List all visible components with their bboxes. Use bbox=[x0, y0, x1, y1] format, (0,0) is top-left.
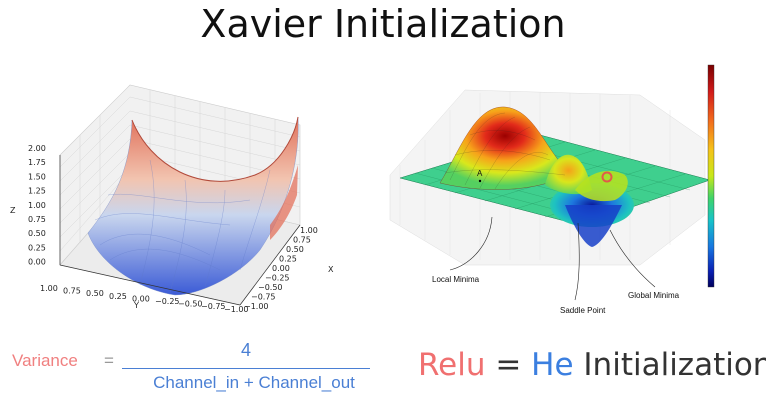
relu-text: Relu bbox=[418, 347, 486, 383]
x-tick-label: 1.00 bbox=[300, 226, 318, 235]
fraction-bar bbox=[122, 368, 370, 369]
colorbar bbox=[707, 64, 715, 288]
y-tick-label: −0.75 bbox=[201, 302, 226, 311]
loss-landscape-plot: A Local Minima Saddle Point Global Minim… bbox=[389, 64, 715, 315]
z-tick-label: 0.00 bbox=[28, 258, 46, 267]
y-tick-label: 0.00 bbox=[132, 294, 150, 303]
y-tick-label: −0.25 bbox=[155, 297, 180, 306]
y-tick-label: 0.75 bbox=[63, 287, 81, 296]
y-tick-label: −0.50 bbox=[178, 300, 203, 309]
equals-sign: = bbox=[104, 351, 114, 370]
x-tick-label: 0.75 bbox=[293, 236, 311, 245]
z-tick-label: 1.00 bbox=[28, 201, 46, 210]
x-tick-label: 0.00 bbox=[272, 264, 290, 273]
y-axis-label: Y bbox=[133, 301, 139, 310]
y-tick-label: 0.25 bbox=[109, 292, 127, 301]
x-tick-label: 0.50 bbox=[286, 245, 304, 254]
z-tick-label: 0.75 bbox=[28, 215, 46, 224]
z-tick-label: 0.50 bbox=[28, 229, 46, 238]
fraction-denominator: Channel_in + Channel_out bbox=[153, 373, 355, 392]
y-tick-label: 0.50 bbox=[86, 289, 104, 298]
z-tick-label: 0.25 bbox=[28, 243, 46, 252]
paraboloid-surface-plot: 2.001.751.501.251.000.750.500.250.00 Z 1… bbox=[10, 84, 334, 314]
he-text: He bbox=[531, 347, 574, 383]
z-axis-label: Z bbox=[10, 206, 16, 215]
x-tick-label: −1.00 bbox=[244, 302, 269, 311]
fraction-numerator: 4 bbox=[240, 340, 251, 360]
y-tick-label: 1.00 bbox=[40, 284, 58, 293]
z-tick-label: 1.75 bbox=[28, 158, 46, 167]
page-title: Xavier Initialization bbox=[200, 2, 566, 46]
x-axis-label: X bbox=[328, 265, 334, 274]
variance-label: Variance bbox=[12, 351, 78, 370]
z-tick-label: 1.50 bbox=[28, 172, 46, 181]
x-tick-label: −0.75 bbox=[251, 293, 276, 302]
global-minima-annotation: Global Minima bbox=[628, 291, 680, 300]
initialization-text: Initialization bbox=[573, 347, 766, 383]
x-tick-label: −0.25 bbox=[265, 274, 290, 283]
y-tick-label: −1.00 bbox=[224, 305, 249, 314]
saddle-point-annotation: Saddle Point bbox=[560, 306, 606, 315]
x-tick-label: −0.50 bbox=[258, 283, 283, 292]
relu-he-statement: Relu = He Initialization bbox=[418, 347, 766, 383]
x-tick-label: 0.25 bbox=[279, 255, 297, 264]
relu-equals: = bbox=[485, 347, 532, 383]
local-minima-annotation: Local Minima bbox=[432, 275, 480, 284]
z-tick-label: 2.00 bbox=[28, 144, 46, 153]
z-tick-label: 1.25 bbox=[28, 187, 46, 196]
point-a-label: A bbox=[477, 169, 483, 178]
